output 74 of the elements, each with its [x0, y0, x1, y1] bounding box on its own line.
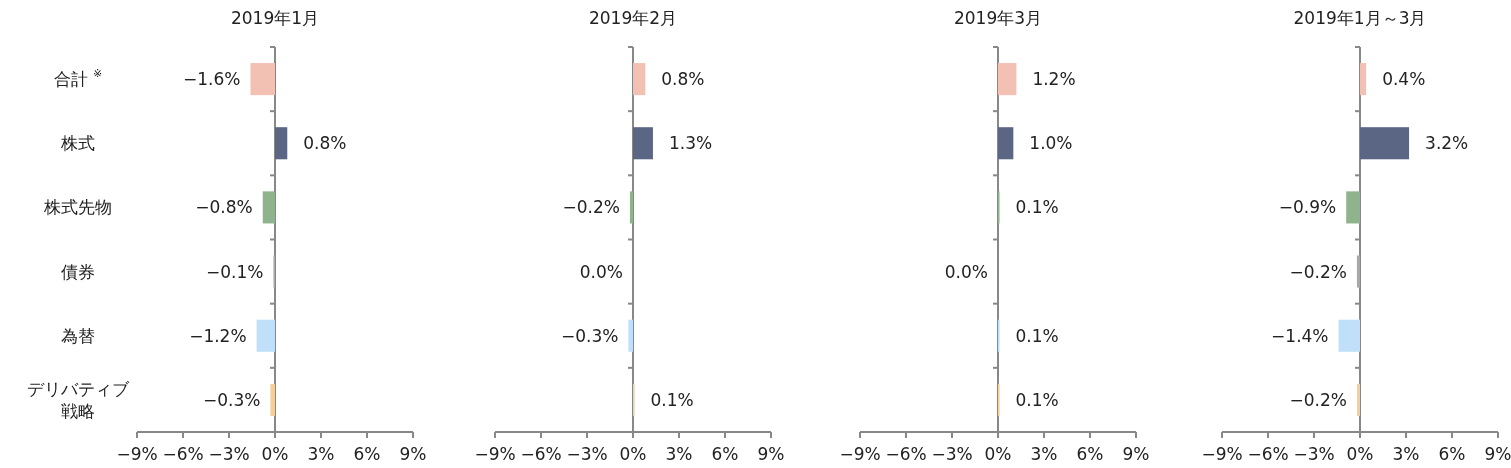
data-label: 0.1%	[1015, 197, 1059, 218]
bar	[633, 127, 653, 160]
data-label: 1.0%	[1029, 133, 1073, 154]
data-label: −0.3%	[202, 389, 261, 410]
data-label: −0.2%	[1289, 389, 1347, 410]
data-label: 0.1%	[1015, 325, 1059, 346]
data-label: −0.3%	[560, 325, 619, 346]
x-tick-label: −9%	[474, 444, 516, 464]
data-label: 0.0%	[579, 261, 623, 282]
x-tick-label: 3%	[1030, 444, 1058, 464]
x-tick-label: 6%	[711, 444, 739, 464]
data-label: 0.1%	[1015, 389, 1059, 410]
x-tick-label: −6%	[1247, 444, 1289, 464]
x-tick-label: −3%	[208, 444, 250, 464]
data-label: 1.3%	[668, 133, 713, 154]
x-tick-label: −6%	[162, 444, 204, 464]
x-tick-label: 6%	[1076, 444, 1104, 464]
data-label: 3.2%	[1425, 133, 1469, 154]
bar	[1356, 383, 1360, 416]
data-label: −0.2%	[562, 197, 620, 218]
data-label: 1.2%	[1032, 69, 1076, 90]
x-tick-label: 9%	[1122, 444, 1150, 464]
x-tick-label: 6%	[353, 444, 381, 464]
x-tick-label: −6%	[885, 444, 927, 464]
bar	[998, 63, 1017, 96]
x-tick-label: 0%	[1346, 444, 1374, 464]
bar	[633, 63, 646, 96]
x-tick-label: 3%	[1392, 444, 1420, 464]
y-tick-label: 株式	[60, 133, 95, 154]
bar	[1360, 127, 1410, 160]
chart-title: 2019年1月	[230, 8, 320, 28]
x-tick-label: −3%	[1293, 444, 1335, 464]
x-tick-label: 9%	[757, 444, 785, 464]
x-tick-label: 9%	[399, 444, 427, 464]
bar	[1338, 319, 1360, 352]
x-tick-label: 9%	[1484, 444, 1511, 464]
x-tick-label: 0%	[984, 444, 1012, 464]
data-label: −0.9%	[1278, 197, 1337, 218]
bar	[1360, 63, 1367, 96]
x-tick-label: 3%	[665, 444, 693, 464]
x-tick-label: −3%	[566, 444, 608, 464]
chart-title: 2019年2月	[588, 8, 678, 28]
data-label: 0.8%	[661, 69, 705, 90]
x-tick-label: 0%	[261, 444, 289, 464]
x-tick-label: 3%	[307, 444, 335, 464]
x-tick-label: −9%	[116, 444, 158, 464]
data-label: −0.1%	[206, 261, 264, 282]
y-tick-label: 株式先物	[43, 197, 112, 218]
x-tick-label: −9%	[1201, 444, 1243, 464]
x-tick-label: −9%	[839, 444, 881, 464]
data-label: −0.2%	[1289, 261, 1347, 282]
y-tick-label: 為替	[61, 325, 95, 346]
y-tick-label: デリバティブ戦略	[27, 378, 130, 421]
data-label: −0.8%	[195, 197, 253, 218]
y-tick-label: 合計 $^{※}$	[53, 66, 103, 90]
data-label: −1.2%	[189, 325, 247, 346]
x-tick-label: 0%	[619, 444, 647, 464]
bar	[1346, 191, 1360, 224]
chart-title: 2019年1月～3月	[1293, 8, 1427, 28]
data-label: 0.8%	[303, 133, 347, 154]
bar	[629, 191, 633, 224]
x-tick-label: −6%	[520, 444, 562, 464]
bar	[628, 319, 633, 352]
data-label: −1.6%	[183, 69, 241, 90]
bar	[998, 127, 1014, 160]
data-label: 0.1%	[650, 389, 694, 410]
x-tick-label: −3%	[931, 444, 973, 464]
data-label: −1.4%	[1271, 325, 1329, 346]
y-tick-label: 債券	[61, 261, 95, 282]
bar	[1356, 255, 1360, 288]
data-label: 0.4%	[1382, 69, 1426, 90]
chart-title: 2019年3月	[953, 8, 1043, 28]
data-label: 0.0%	[944, 261, 988, 282]
x-tick-label: 6%	[1438, 444, 1466, 464]
